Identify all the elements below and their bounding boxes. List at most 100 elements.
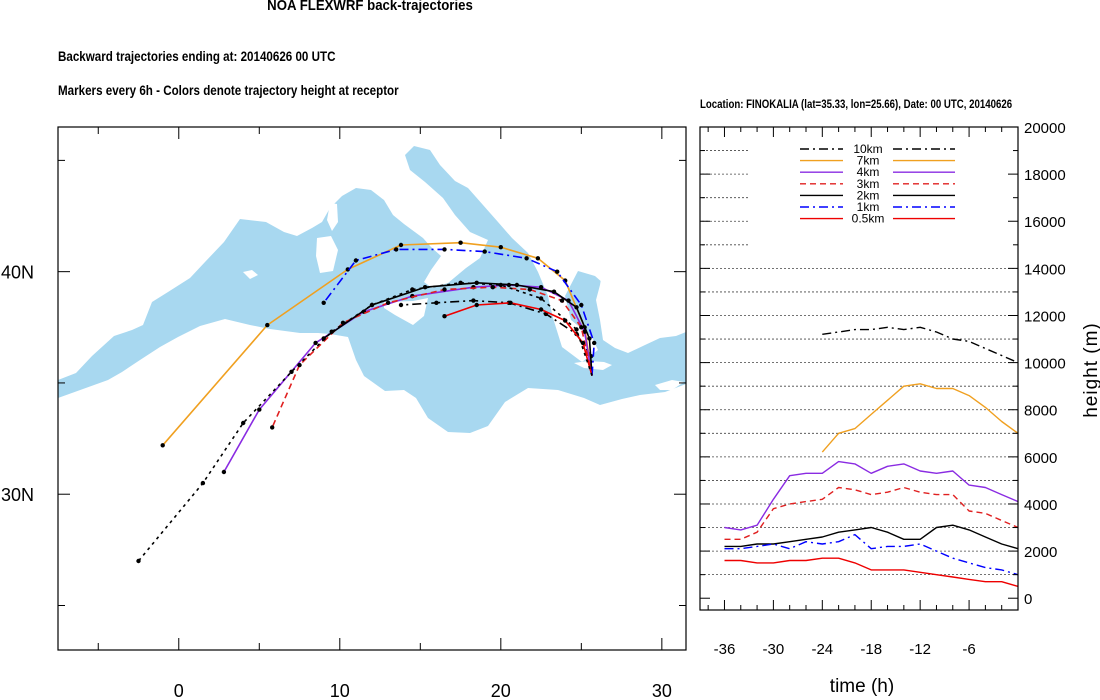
land-balearic	[243, 270, 258, 279]
trajectory-7km	[162, 241, 593, 446]
chart-subtitle-end-time: Backward trajectories ending at: 2014062…	[58, 49, 336, 64]
trajectory-marker	[422, 285, 428, 290]
profile-y-tick-label: 20000	[1024, 120, 1066, 137]
trajectory-marker	[385, 300, 391, 305]
map-x-tick-label: 0	[174, 681, 184, 700]
height-series-4km	[724, 460, 1018, 531]
legend-label: 7km	[857, 154, 880, 168]
trajectory-marker	[514, 282, 520, 288]
trajectory-marker	[538, 307, 544, 312]
map-y-tick-label: 30N	[1, 485, 34, 505]
profile-axis-ticks	[700, 126, 1019, 610]
legend-label: 4km	[857, 165, 880, 179]
location-label: Location: FINOKALIA (lat=35.33, lon=25.6…	[700, 99, 1013, 111]
trajectory-marker	[410, 287, 415, 292]
trajectory-map: 0 10 20 30 30N 40N	[1, 126, 687, 700]
height-profile-chart: 0 2000 4000 6000 8000 10000 12000 14000 16000 180…	[699, 120, 1100, 697]
trajectory-marker	[535, 256, 541, 261]
legend-label: 10km	[853, 142, 882, 156]
trajectory-marker	[289, 369, 294, 374]
trajectory-marker	[369, 302, 375, 308]
trajectory-1km	[323, 248, 596, 376]
legend-label: 2km	[857, 188, 880, 202]
trajectory-marker	[559, 298, 565, 303]
land-africa	[58, 319, 686, 650]
trajectory-marker	[241, 420, 246, 426]
trajectory-3km	[271, 286, 593, 428]
legend-label: 1km	[857, 200, 880, 214]
map-y-tick-label: 40N	[1, 263, 34, 283]
profile-axis-labels: 0 2000 4000 6000 8000 10000 12000 14000 16000 180…	[714, 120, 1066, 658]
height-series-0-5km	[724, 557, 1018, 588]
trajectory-marker	[527, 287, 532, 292]
map-land	[58, 127, 686, 650]
trajectory-marker	[498, 245, 503, 250]
height-series-1km	[724, 533, 1018, 576]
map-x-tick-label: 20	[491, 681, 511, 700]
trajectory-marker	[538, 285, 544, 290]
land-anatolia	[596, 236, 686, 353]
x-axis-label: time (h)	[830, 676, 894, 697]
profile-x-tick-label: -18	[860, 641, 882, 658]
map-frame	[57, 126, 687, 651]
trajectory-marker	[160, 443, 165, 448]
land-crete	[574, 361, 612, 370]
profile-y-tick-label: 12000	[1024, 308, 1066, 325]
profile-x-tick-label: -12	[909, 641, 931, 658]
land-corsica	[327, 203, 338, 231]
profile-frame	[699, 126, 1019, 611]
height-series-3km	[724, 486, 1018, 540]
trajectory-marker	[329, 329, 334, 334]
profile-y-tick-label: 4000	[1024, 497, 1057, 514]
profile-y-tick-label: 6000	[1024, 450, 1057, 467]
trajectory-marker	[398, 242, 404, 248]
trajectory-marker	[353, 258, 359, 263]
map-axis-labels: 0 10 20 30 30N 40N	[1, 263, 672, 700]
profile-y-tick-label: 0	[1024, 591, 1032, 608]
trajectory-marker	[580, 340, 586, 346]
trajectory-marker	[398, 302, 404, 308]
trajectory-marker	[345, 267, 350, 272]
legend-label: 0.5km	[852, 212, 885, 226]
trajectory-marker	[579, 325, 584, 330]
legend-label: 3km	[857, 177, 880, 191]
profile-x-tick-label: -30	[763, 641, 785, 658]
trajectory-marker	[321, 300, 326, 305]
trajectory-marker	[482, 249, 487, 254]
height-series-7km	[821, 383, 1018, 453]
trajectory-marker	[270, 425, 275, 430]
trajectory-marker	[221, 469, 227, 475]
trajectory-marker	[574, 305, 579, 310]
chart-subtitle-markers: Markers every 6h - Colors denote traject…	[58, 83, 399, 98]
profile-y-tick-label: 18000	[1024, 167, 1066, 184]
profile-y-tick-label: 8000	[1024, 403, 1057, 420]
trajectory-marker	[498, 282, 503, 288]
trajectory-marker	[442, 247, 447, 252]
trajectory-marker	[524, 256, 529, 261]
height-series-10km	[822, 326, 1018, 364]
land-cyprus	[655, 380, 684, 390]
profile-gridlines	[700, 150, 1018, 576]
trajectory-marker	[442, 314, 447, 319]
trajectory-marker	[471, 298, 476, 303]
land-sardinia	[316, 236, 338, 273]
profile-x-tick-label: -6	[962, 641, 975, 658]
land-europe	[58, 127, 686, 380]
trajectory-marker	[579, 302, 584, 308]
trajectory-marker	[474, 302, 479, 308]
trajectory-marker	[574, 327, 579, 332]
trajectory-lines	[136, 240, 597, 564]
trajectory-marker	[508, 300, 513, 305]
profile-x-tick-label: -36	[714, 641, 736, 658]
trajectory-marker	[394, 247, 399, 252]
profile-y-tick-label: 14000	[1024, 261, 1066, 278]
trajectory-marker	[551, 289, 557, 294]
trajectory-marker	[490, 285, 495, 290]
map-axis-ticks	[58, 127, 686, 650]
trajectory-marker	[592, 340, 597, 346]
trajectory-marker	[555, 269, 560, 274]
height-series-lines	[724, 326, 1018, 588]
trajectory-marker	[458, 280, 463, 285]
